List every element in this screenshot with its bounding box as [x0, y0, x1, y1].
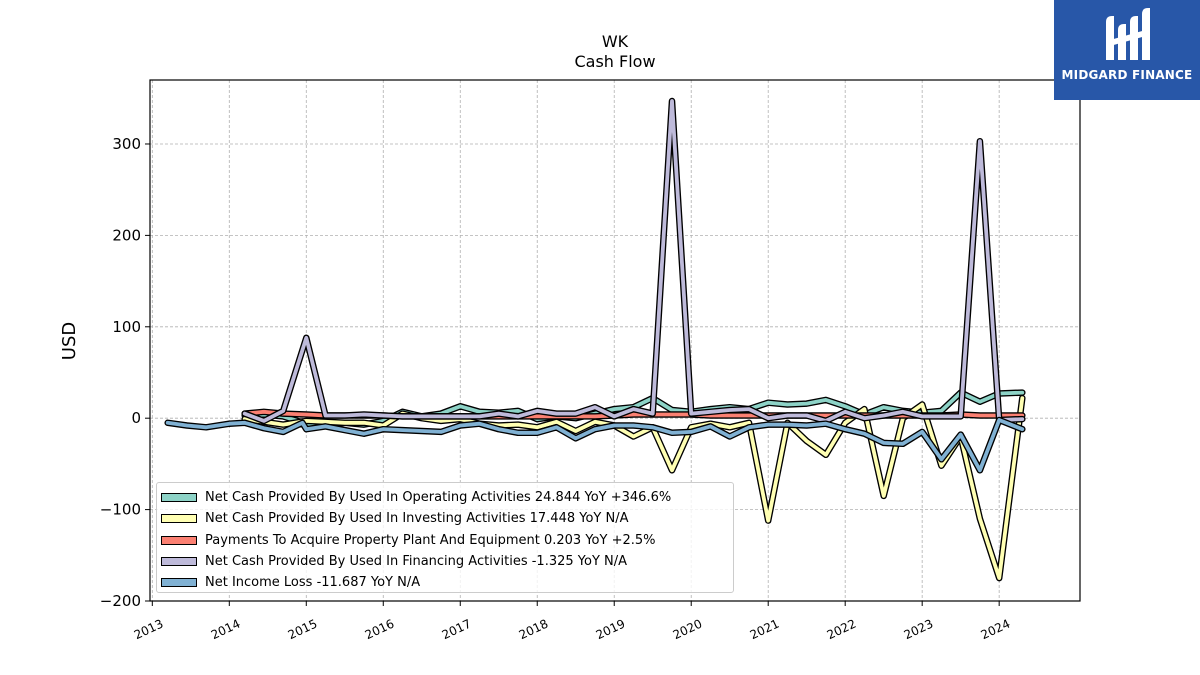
series-line-4: [165, 418, 1025, 473]
grid-lines: [150, 80, 1080, 602]
chart-subtitle: Cash Flow: [574, 52, 656, 71]
series-line-1: [242, 396, 1025, 580]
legend-label: Net Cash Provided By Used In Operating A…: [205, 490, 672, 506]
y-tick-label: 300: [112, 135, 141, 153]
y-axis-ticks: −200 −100 0 100 200 300: [100, 135, 150, 610]
axes-frame: [149, 79, 1081, 602]
logo-mark-icon: [1106, 8, 1150, 60]
legend-swatch: [161, 535, 197, 545]
legend: Net Cash Provided By Used In Operating A…: [156, 482, 734, 593]
y-tick-label: 200: [112, 226, 141, 244]
legend-item: Net Cash Provided By Used In Investing A…: [157, 508, 733, 529]
legend-swatch: [161, 578, 197, 588]
series-lines: [164, 97, 1026, 582]
x-tick-label: 2020: [671, 617, 705, 643]
x-axis-ticks: 2013 2014 2015 2016 2017 2018 2019 2020 2021 2022…: [132, 601, 1012, 642]
legend-label: Net Income Loss -11.687 YoY N/A: [205, 575, 421, 591]
x-tick-label: 2019: [594, 617, 628, 643]
series-outline-3: [241, 97, 1026, 425]
y-axis-label: USD: [59, 322, 80, 360]
y-tick-label: 0: [131, 409, 141, 427]
brand-logo: MIDGARD FINANCE: [1054, 0, 1200, 100]
y-tick-label: −200: [100, 592, 141, 610]
x-tick-label: 2013: [132, 617, 166, 643]
legend-label: Net Cash Provided By Used In Financing A…: [205, 554, 628, 570]
legend-label: Payments To Acquire Property Plant And E…: [205, 532, 656, 548]
series-line-3: [242, 99, 1025, 423]
legend-item: Net Cash Provided By Used In Financing A…: [157, 551, 733, 572]
legend-item: Net Cash Provided By Used In Operating A…: [157, 487, 733, 508]
legend-item: Payments To Acquire Property Plant And E…: [157, 530, 733, 551]
x-tick-label: 2022: [825, 617, 859, 643]
x-tick-label: 2017: [440, 617, 474, 643]
y-tick-label: −100: [100, 501, 141, 519]
legend-swatch: [161, 557, 197, 567]
legend-swatch: [161, 493, 197, 503]
legend-label: Net Cash Provided By Used In Investing A…: [205, 511, 629, 527]
legend-swatch: [161, 514, 197, 524]
legend-item: Net Income Loss -11.687 YoY N/A: [157, 572, 733, 593]
y-tick-label: 100: [112, 318, 141, 336]
x-tick-label: 2024: [979, 617, 1013, 643]
x-tick-label: 2015: [286, 617, 320, 643]
x-tick-label: 2014: [209, 617, 243, 643]
chart-title: WK: [601, 32, 629, 51]
logo-text: MIDGARD FINANCE: [1061, 68, 1193, 82]
x-tick-label: 2018: [517, 617, 551, 643]
x-tick-label: 2016: [363, 617, 397, 643]
x-tick-label: 2021: [748, 617, 782, 643]
x-tick-label: 2023: [902, 617, 936, 643]
